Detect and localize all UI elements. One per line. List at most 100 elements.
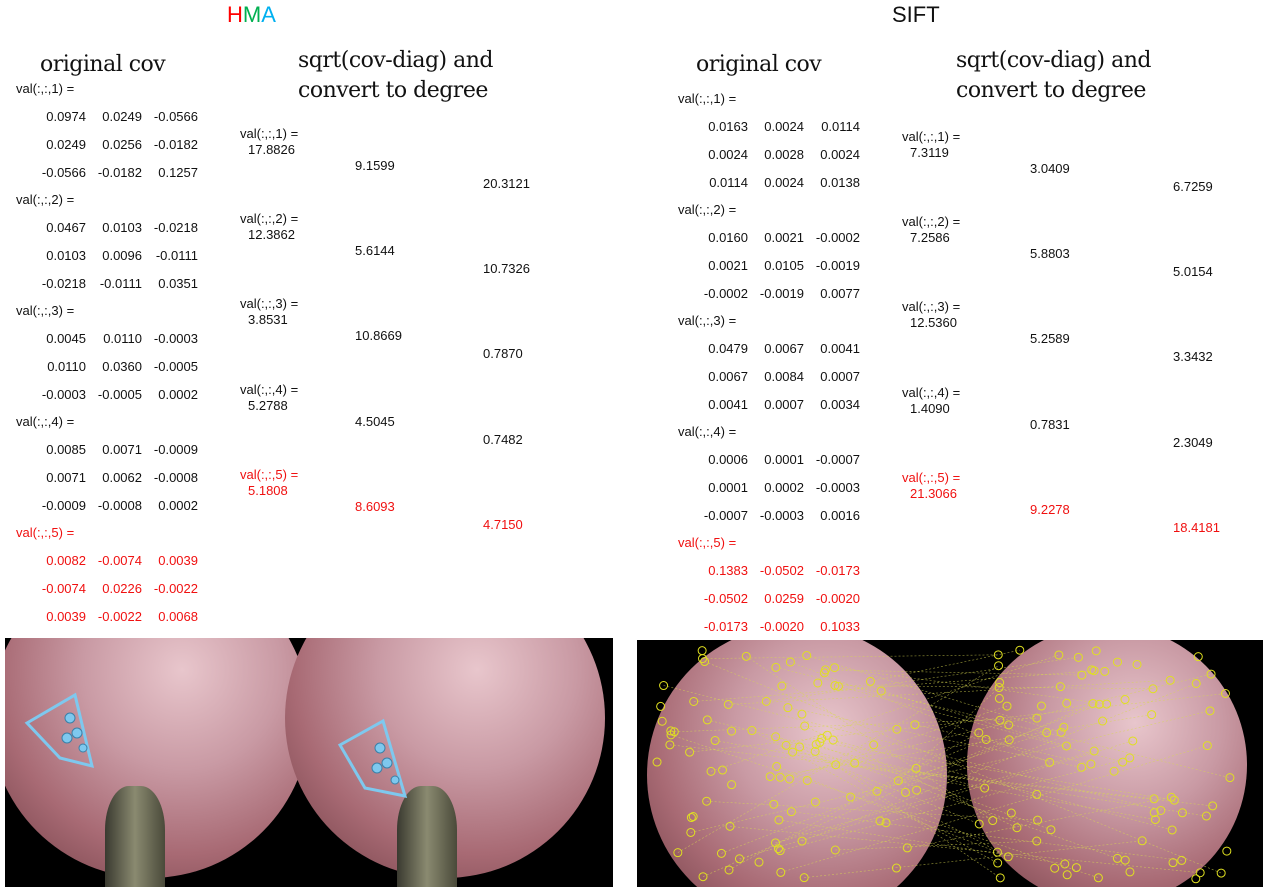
cov-matrix-cell: -0.0502 [759,563,804,578]
cov-matrix-cell: 0.0002 [158,387,198,402]
cov-matrix-cell: -0.0019 [759,286,804,301]
cov-matrix-cell: 0.0084 [764,369,804,384]
cov-matrix-cell: 0.0067 [764,341,804,356]
cov-matrix-cell: 0.0249 [102,109,142,124]
degree-value-3: 18.4181 [1173,519,1220,535]
degree-value-3: 6.7259 [1173,179,1213,194]
cov-matrix-cell: 0.0007 [764,397,804,412]
cov-matrix-cell: -0.0111 [99,276,142,291]
cov-matrix-cell: -0.0566 [41,165,86,180]
cov-matrix-cell: -0.0019 [815,258,860,273]
degree-label: val(:,:,1) = [902,129,961,144]
degree-value-1: 21.3066 [910,485,957,501]
hma-title-a: A [261,2,276,27]
cov-matrix-cell: -0.0502 [703,591,748,606]
cov-matrix-cell: 0.0226 [102,581,142,596]
cov-matrix-cell: 0.0034 [820,397,860,412]
degree-label: val(:,:,5) = [902,469,961,485]
sift-degree-heading-1: sqrt(cov-diag) and [956,48,1152,73]
degree-value-2: 4.5045 [355,413,395,429]
cov-matrix-cell: 0.0062 [102,470,142,485]
cov-matrix-cell: 0.0256 [102,137,142,152]
cov-matrix-cell: 0.0138 [820,175,860,190]
cov-matrix-cell: 0.0024 [764,175,804,190]
cov-matrix-cell: 0.0163 [708,119,748,134]
cov-matrix-cell: -0.0009 [41,498,86,513]
degree-value-1: 3.8531 [248,312,288,328]
cov-matrix-cell: -0.0003 [759,508,804,523]
degree-value-3: 4.7150 [483,516,523,532]
degree-value-1: 5.2788 [248,397,288,413]
sift-original-cov-heading: original cov [696,52,822,77]
degree-value-2: 3.0409 [1030,161,1070,176]
cov-matrix-cell: -0.0566 [153,109,198,124]
degree-label: val(:,:,2) = [902,214,961,230]
cov-matrix-cell: 0.0249 [46,137,86,152]
cov-matrix-cell: 0.0110 [103,331,142,346]
cov-matrix-cell: 0.0068 [158,609,198,624]
cov-matrix-cell: -0.0005 [97,387,142,402]
degree-value-1: 1.4090 [910,400,950,416]
cov-matrix-cell: 0.0105 [764,258,804,273]
cov-matrix-cell: 0.0114 [709,175,748,190]
sift-match-overlay [652,645,1235,884]
degree-value-3: 20.3121 [483,176,530,191]
cov-matrix-cell: 0.0016 [820,508,860,523]
degree-label: val(:,:,5) = [240,466,299,482]
endoscope-view-right [967,640,1247,887]
cov-matrix-cell: 0.0039 [46,609,86,624]
hma-degree-heading-1: sqrt(cov-diag) and [298,48,494,73]
degree-value-2: 10.8669 [355,328,402,344]
cov-matrix-cell: 0.0077 [820,286,860,301]
cov-matrix-cell: -0.0074 [97,553,142,568]
cov-matrix-cell: 0.0067 [708,369,748,384]
cov-matrix-cell: -0.0173 [815,563,860,578]
cov-matrix-cell: 0.0259 [764,591,804,606]
degree-value-1: 17.8826 [248,142,295,157]
cov-matrix-cell: 0.0006 [708,452,748,467]
degree-value-3: 2.3049 [1173,434,1213,450]
cov-matrix-cell: -0.0007 [703,508,748,523]
cov-matrix-cell: -0.0003 [41,387,86,402]
degree-label: val(:,:,4) = [240,381,299,397]
cov-matrix-cell: -0.0008 [153,470,198,485]
cov-matrix-cell: 0.0001 [708,480,748,495]
degree-label: val(:,:,3) = [902,299,961,315]
cov-matrix-cell: 0.0110 [47,359,86,374]
cov-matrix-cell: -0.0020 [815,591,860,606]
cov-matrix-cell: -0.0218 [41,276,86,291]
degree-value-1: 12.5360 [910,315,957,331]
cov-matrix-cell: -0.0182 [97,165,142,180]
cov-matrix-label: val(:,:,1) = [678,91,737,106]
cov-matrix-cell: 0.0021 [708,258,748,273]
cov-matrix-cell: -0.0074 [41,581,86,596]
degree-value-3: 0.7870 [483,346,523,362]
cov-matrix-cell: 0.0114 [821,119,860,134]
hma-original-cov-heading: original cov [40,52,166,77]
hma-title: HMA [227,2,276,28]
cov-matrix-cell: -0.0022 [97,609,142,624]
degree-label: val(:,:,4) = [902,384,961,400]
cov-matrix-cell: 0.0071 [46,470,86,485]
degree-value-3: 0.7482 [483,431,523,447]
degree-value-1: 7.2586 [910,230,950,246]
cov-matrix-label: val(:,:,5) = [16,525,75,540]
degree-value-3: 10.7326 [483,261,530,277]
degree-value-1: 7.3119 [910,145,949,160]
cov-matrix-cell: 0.1383 [708,563,748,578]
cov-matrix-cell: 0.0045 [46,331,86,346]
cov-matrix-cell: -0.0003 [815,480,860,495]
cov-matrix-label: val(:,:,4) = [678,424,737,439]
cov-matrix-cell: 0.0085 [46,442,86,457]
cov-matrix-label: val(:,:,3) = [16,303,75,318]
degree-value-3: 3.3432 [1173,349,1213,365]
cov-matrix-cell: 0.0007 [820,369,860,384]
cov-matrix-cell: 0.0467 [46,220,86,235]
cov-matrix-cell: 0.1257 [158,165,198,180]
cov-matrix-cell: -0.0007 [815,452,860,467]
cov-matrix-cell: 0.0041 [708,397,748,412]
cov-matrix-cell: -0.0111 [155,248,198,263]
cov-matrix-cell: -0.0005 [153,359,198,374]
degree-value-2: 5.6144 [355,243,395,259]
degree-value-3: 5.0154 [1173,264,1213,280]
